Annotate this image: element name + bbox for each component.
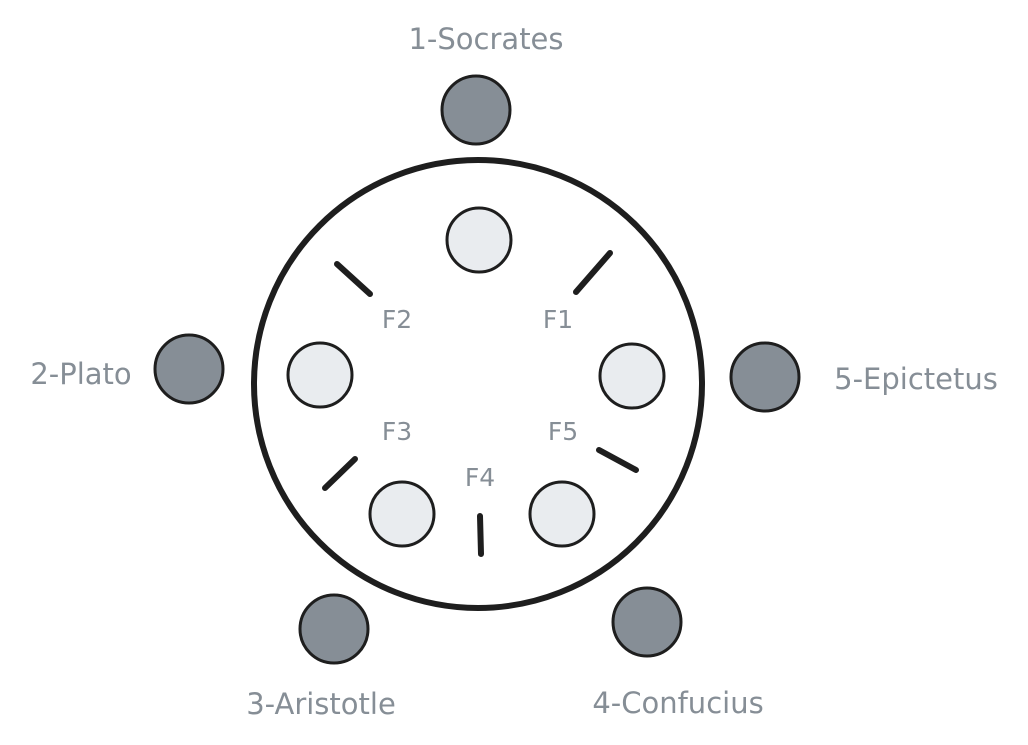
philosopher-3-seat (298, 593, 370, 665)
philosopher-2-label: 2-Plato (30, 357, 131, 391)
fork-2-label: F2 (382, 305, 412, 334)
plate-2 (286, 341, 354, 409)
philosopher-2-seat (153, 333, 225, 405)
fork-5-line (596, 447, 639, 473)
fork-3-line (322, 456, 358, 491)
plate-1 (445, 206, 513, 274)
philosopher-5-label: 5-Epictetus (834, 362, 998, 396)
plate-3 (368, 480, 436, 548)
fork-1-label: F1 (543, 305, 573, 334)
fork-5-label: F5 (548, 417, 578, 446)
fork-1-line (573, 250, 613, 295)
plate-5 (598, 342, 666, 410)
fork-4-line (477, 513, 484, 557)
fork-2-line (334, 261, 373, 297)
philosopher-4-label: 4-Confucius (592, 686, 763, 720)
fork-4-label: F4 (465, 463, 495, 492)
table-circle (251, 157, 705, 611)
plate-4 (528, 480, 596, 548)
philosopher-1-label: 1-Socrates (408, 22, 563, 56)
philosopher-3-label: 3-Aristotle (246, 687, 396, 721)
fork-3-label: F3 (382, 417, 412, 446)
philosopher-4-seat (611, 586, 683, 658)
philosopher-1-seat (440, 74, 512, 146)
philosopher-5-seat (729, 341, 801, 413)
